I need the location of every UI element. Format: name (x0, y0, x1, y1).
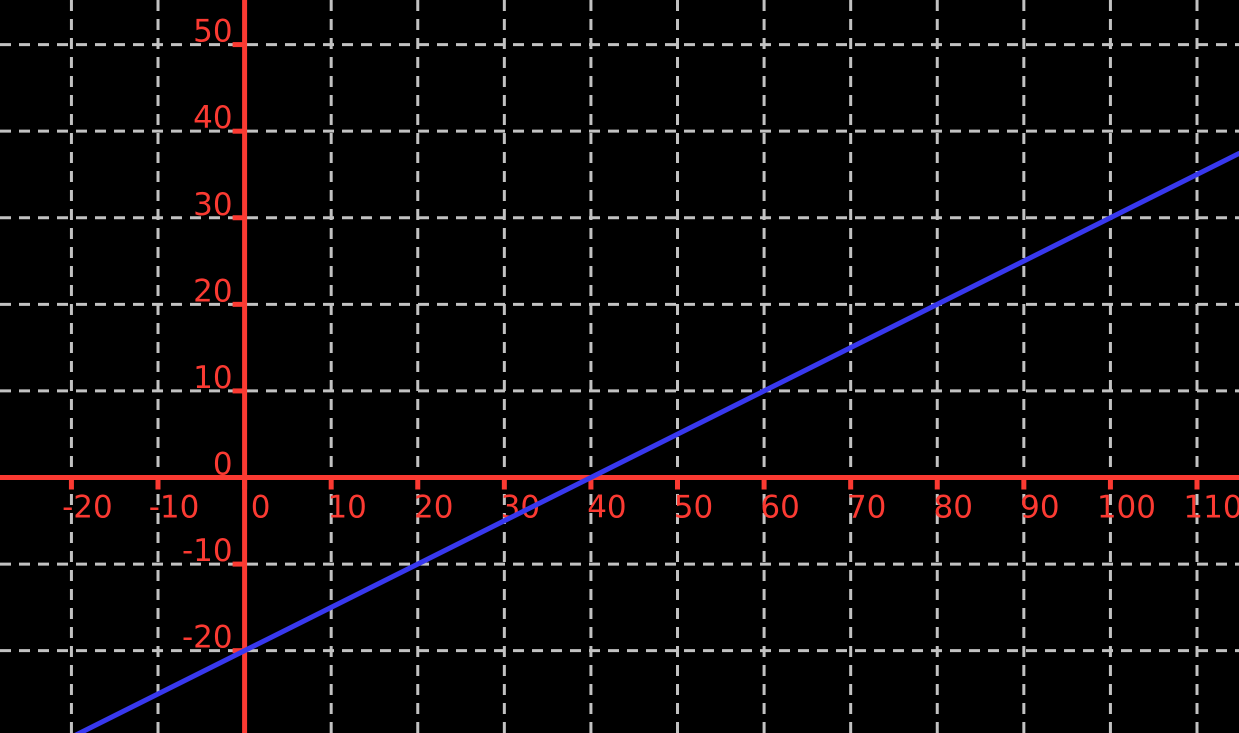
x-tick-label-80: 80 (934, 490, 973, 526)
x-tick-label-10: 10 (327, 490, 366, 526)
x-tick-label--20: -20 (62, 490, 113, 526)
y-tick-label-20: 20 (193, 273, 232, 309)
tick-layer (68, 42, 1200, 654)
x-tick-label-50: 50 (674, 490, 713, 526)
x-tick-label-100: 100 (1097, 490, 1156, 526)
y-tick-label-30: 30 (193, 187, 232, 223)
x-tick-label--10: -10 (149, 490, 200, 526)
function-line (74, 150, 1239, 733)
x-tick-label-90: 90 (1020, 490, 1059, 526)
y-tick-label--10: -10 (182, 533, 233, 569)
y-tick-label-50: 50 (193, 14, 232, 50)
x-tick-label-110: 110 (1183, 490, 1239, 526)
x-tick-label-60: 60 (760, 490, 799, 526)
series-layer (74, 150, 1239, 733)
tick-label-layer: -20 -10 0 10 20 30 40 50 60 70 80 90 100 110 -20 -10 0 10… (62, 14, 1239, 656)
x-tick-label-0: 0 (251, 490, 271, 526)
y-tick-label-10: 10 (193, 360, 232, 396)
y-tick-label-40: 40 (193, 100, 232, 136)
y-tick-label-0: 0 (213, 447, 233, 483)
x-tick-label-20: 20 (414, 490, 453, 526)
x-tick-label-40: 40 (587, 490, 626, 526)
y-tick-label--20: -20 (182, 620, 233, 656)
x-tick-label-70: 70 (847, 490, 886, 526)
